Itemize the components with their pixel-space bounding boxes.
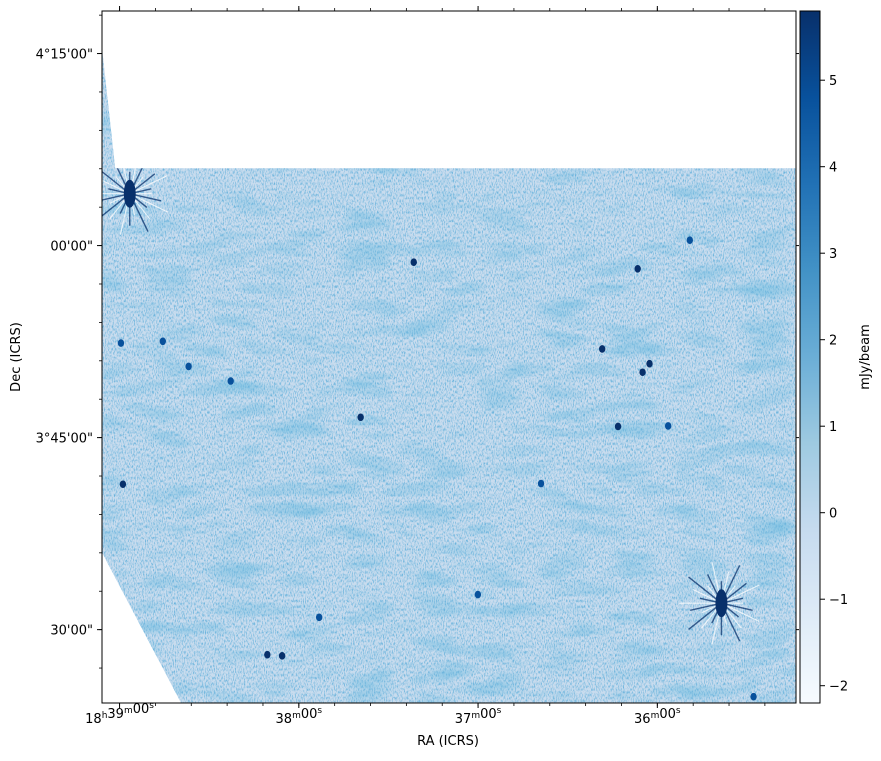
source-marker	[357, 413, 364, 422]
source-marker	[639, 368, 646, 377]
y-tick-label: 4°15'00"	[36, 48, 93, 63]
x-tick-label: 37m00s	[455, 706, 502, 727]
colorbar-tick-label: 3	[829, 247, 837, 262]
y-tick-label: 3°45'00"	[36, 432, 93, 447]
source-marker	[72, 409, 78, 417]
plot-frame	[101, 10, 797, 704]
source-marker	[159, 337, 167, 346]
colorbar-tick-label: −2	[829, 680, 848, 695]
source-marker	[634, 264, 641, 273]
y-axis-ticks: 4°15'00" 00'00" 3°45'00" 30'00"	[36, 48, 799, 639]
source-marker	[646, 359, 653, 368]
x-axis-label: RA (ICRS)	[417, 734, 479, 749]
image-footprint	[72, 47, 796, 703]
colorbar-tick-label: 4	[829, 161, 837, 176]
x-tick-label: 18h39m00s	[85, 701, 154, 727]
colorbar-tick-label: −1	[829, 593, 848, 608]
y-axis-label: Dec (ICRS)	[9, 322, 24, 392]
colorbar-ticks: 5 4 3 2 1 0 −1 −2	[820, 74, 848, 695]
bright-sources	[72, 152, 760, 701]
source-marker	[185, 362, 192, 371]
colorbar-tick-label: 0	[829, 507, 837, 522]
source-marker	[227, 377, 234, 385]
source-marker	[117, 339, 125, 347]
source-marker	[686, 236, 694, 245]
y-tick-label: 00'00"	[50, 240, 93, 255]
x-tick-label: 36m00s	[634, 706, 681, 727]
colorbar-tick-label: 1	[829, 420, 837, 435]
colorbar	[799, 10, 821, 704]
source-marker	[315, 613, 323, 622]
source-marker	[119, 480, 127, 489]
source-marker	[474, 590, 482, 599]
colorbar-tick-label: 5	[829, 74, 837, 89]
x-axis-minor-ticks	[119, 8, 766, 706]
radio-image	[72, 47, 796, 703]
source-marker	[410, 258, 417, 266]
x-tick-label: 38m00s	[276, 706, 323, 727]
source-marker	[750, 692, 757, 701]
source-marker	[537, 479, 545, 488]
x-axis-ticks: 18h39m00s 38m00s 37m00s 36m00s	[85, 6, 681, 727]
source-marker	[614, 422, 622, 431]
colorbar-label: mJy/beam	[858, 324, 873, 389]
source-marker	[679, 562, 760, 645]
y-tick-label: 30'00"	[50, 624, 93, 639]
source-marker	[278, 652, 286, 660]
source-marker	[664, 422, 672, 430]
source-marker	[598, 345, 606, 353]
source-marker	[264, 650, 271, 659]
colorbar-tick-label: 2	[829, 334, 837, 349]
y-axis-minor-ticks	[99, 14, 102, 669]
